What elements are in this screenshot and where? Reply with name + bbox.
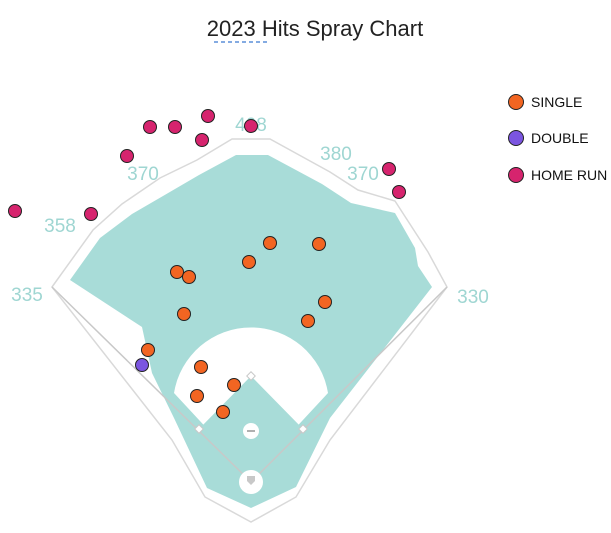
hit-marker-single (312, 237, 326, 251)
hit-marker-single (242, 255, 256, 269)
home-plate (247, 476, 255, 485)
legend: SINGLE DOUBLE HOME RUN (508, 94, 607, 183)
hit-marker-single (263, 236, 277, 250)
hit-marker-single (227, 378, 241, 392)
hit-marker-home-run (244, 119, 258, 133)
distance-label-rf-line: 330 (457, 287, 489, 308)
distance-label-rf: 370 (347, 164, 379, 185)
hit-marker-home-run (120, 149, 134, 163)
legend-item-home-run: HOME RUN (508, 167, 607, 183)
hit-marker-home-run (84, 207, 98, 221)
hit-marker-double (135, 358, 149, 372)
hit-marker-home-run (201, 109, 215, 123)
legend-item-double: DOUBLE (508, 130, 589, 146)
hit-marker-home-run (143, 120, 157, 134)
hit-marker-single (182, 270, 196, 284)
hit-marker-single (190, 389, 204, 403)
hit-marker-single (301, 314, 315, 328)
foul-line-right (250, 286, 448, 483)
hit-marker-home-run (195, 133, 209, 147)
hit-marker-single (318, 295, 332, 309)
hit-marker-single (177, 307, 191, 321)
second-base (246, 371, 256, 381)
distance-label-rcf: 380 (320, 144, 352, 165)
pitchers-rubber (247, 430, 255, 432)
distance-label-lf-line: 335 (11, 285, 43, 306)
hit-marker-single (170, 265, 184, 279)
distance-label-lcf: 370 (127, 164, 159, 185)
legend-swatch-home-run (508, 167, 524, 183)
first-base (298, 424, 308, 434)
legend-swatch-single (508, 94, 524, 110)
hits-layer (8, 109, 406, 419)
third-base (194, 424, 204, 434)
hit-marker-home-run (168, 120, 182, 134)
foul-line-left (51, 286, 252, 483)
legend-label-double: DOUBLE (531, 130, 589, 146)
legend-item-single: SINGLE (508, 94, 582, 110)
legend-label-single: SINGLE (531, 94, 582, 110)
legend-label-home-run: HOME RUN (531, 167, 607, 183)
hit-marker-single (216, 405, 230, 419)
distance-label-lf: 358 (44, 216, 76, 237)
legend-swatch-double (508, 130, 524, 146)
hit-marker-home-run (392, 185, 406, 199)
chart-title: 2023 Hits Spray Chart (207, 16, 423, 41)
hit-marker-home-run (382, 162, 396, 176)
hit-marker-single (194, 360, 208, 374)
hit-marker-single (141, 343, 155, 357)
hit-marker-home-run (8, 204, 22, 218)
